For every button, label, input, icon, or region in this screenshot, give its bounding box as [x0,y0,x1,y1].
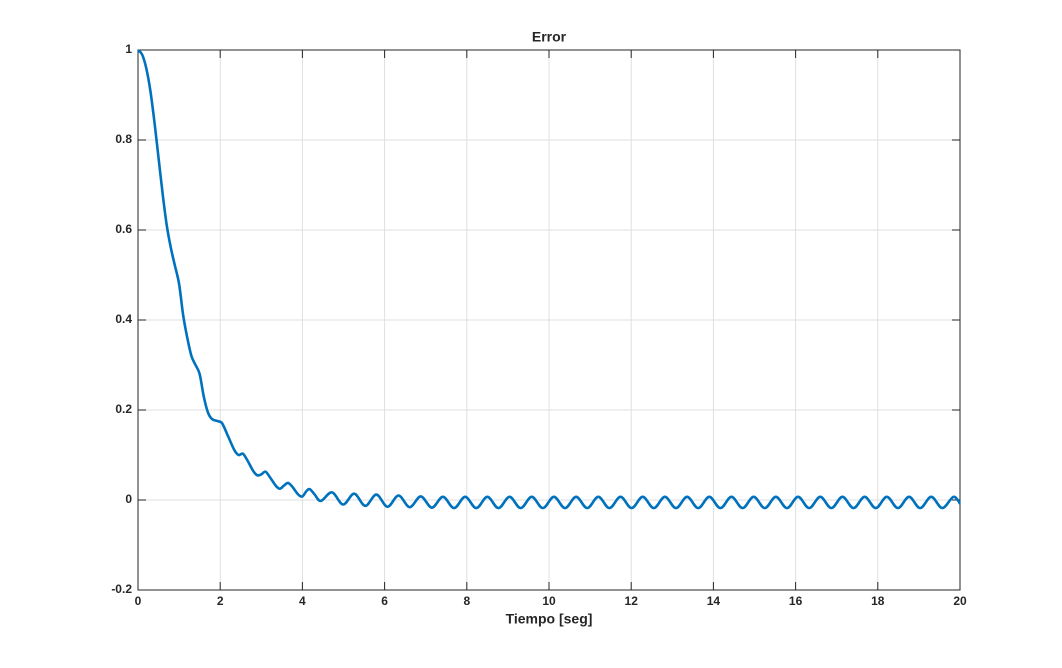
y-tick-label: 0.4 [115,312,132,326]
x-tick-label: 8 [463,594,470,608]
x-tick-label: 12 [625,594,639,608]
y-tick-label: 0.6 [115,222,132,236]
y-tick-label: 0.8 [115,132,132,146]
x-tick-label: 6 [381,594,388,608]
x-axis-label: Tiempo [seg] [506,611,593,627]
x-tick-label: 16 [789,594,803,608]
x-tick-label: 4 [299,594,306,608]
y-tick-label: -0.2 [111,582,132,596]
y-tick-label: 0 [125,492,132,506]
x-tick-label: 18 [871,594,885,608]
y-tick-label: 0.2 [115,402,132,416]
x-tick-label: 10 [542,594,556,608]
x-tick-label: 0 [135,594,142,608]
chart-title: Error [532,29,567,45]
x-tick-label: 20 [953,594,967,608]
data-line [137,49,962,510]
y-tick-label: 1 [125,42,132,56]
axes-box [137,49,961,591]
x-tick-label: 2 [217,594,224,608]
x-tick-label: 14 [707,594,721,608]
